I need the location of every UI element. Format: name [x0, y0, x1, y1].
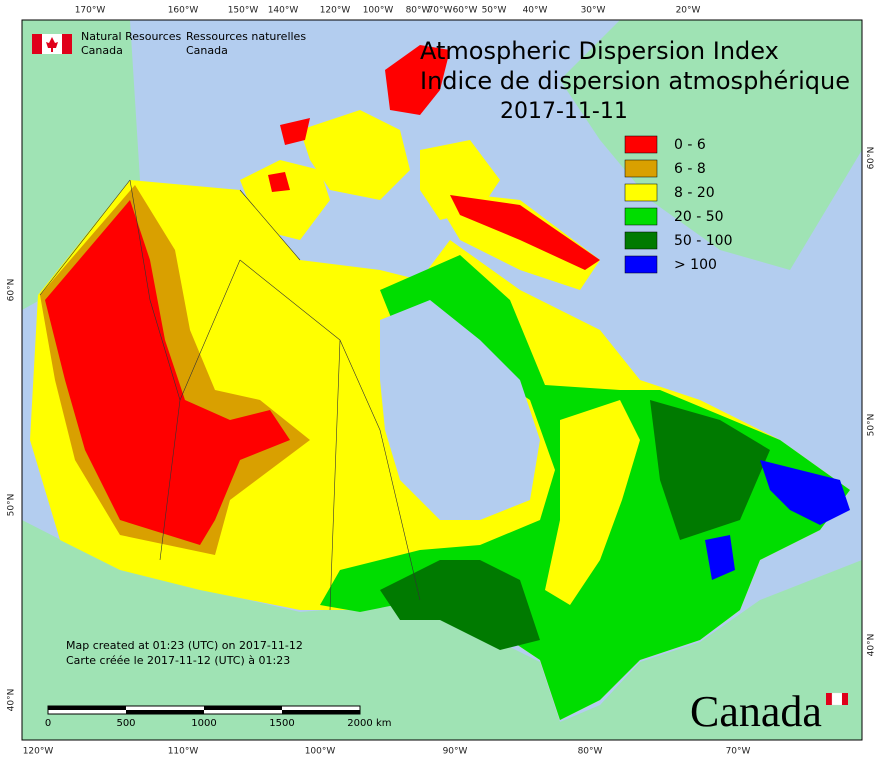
latitude-label: 40°N [867, 634, 877, 657]
longitude-label: 70°W [428, 6, 453, 16]
zone-low [450, 195, 600, 270]
title-fr: Indice de dispersion atmosphérique [420, 67, 850, 95]
legend-label: > 100 [674, 257, 717, 273]
greenland [560, 20, 862, 270]
latitude-label: 50°N [867, 414, 877, 437]
scale-label: 2000 [347, 718, 372, 729]
longitude-label: 40°W [523, 6, 548, 16]
agency-fr: Ressources naturelles [186, 30, 306, 43]
longitude-label: 160°W [168, 6, 199, 16]
zone-excellent [760, 460, 850, 525]
longitude-label: 80°W [406, 6, 431, 16]
latitude-label: 60°N [867, 147, 877, 170]
agency-en: Canada [81, 44, 123, 57]
zone-low [268, 172, 290, 192]
longitude-label: 120°W [23, 747, 54, 757]
legend-swatch [624, 183, 658, 202]
canada-wordmark-flag [826, 692, 848, 706]
agency-fr: Canada [186, 44, 228, 57]
scale-label: 500 [116, 718, 135, 729]
latitude-label: 40°N [7, 689, 17, 712]
legend-label: 8 - 20 [674, 185, 715, 201]
longitude-label: 140°W [268, 6, 299, 16]
longitude-label: 110°W [168, 747, 199, 757]
legend-swatch [624, 255, 658, 274]
province-borders [39, 179, 421, 611]
longitude-label: 100°W [363, 6, 394, 16]
longitude-label: 60°W [453, 6, 478, 16]
zone-very-good [650, 400, 770, 540]
note: Map created at 01:23 (UTC) on 2017-11-12 [66, 639, 303, 652]
hudson-bay [380, 300, 540, 520]
longitude-label: 90°W [443, 747, 468, 757]
nrcan-flag [32, 34, 72, 54]
zone-fair [545, 400, 640, 605]
longitude-label: 150°W [228, 6, 259, 16]
agency-en: Natural Resources [81, 30, 182, 43]
map-frame [21, 19, 863, 741]
legend-label: 0 - 6 [674, 137, 706, 153]
longitude-label: 80°W [578, 747, 603, 757]
alaska [22, 20, 140, 310]
legend-swatch [624, 231, 658, 250]
legend-swatch [624, 135, 658, 154]
legend-swatch [624, 207, 658, 226]
longitude-label: 70°W [726, 747, 751, 757]
scale-label: 1000 [191, 718, 216, 729]
legend-label: 50 - 100 [674, 233, 733, 249]
scale-label: 1500 [269, 718, 294, 729]
scale-unit: km [376, 718, 392, 729]
scale-bar [47, 705, 361, 715]
scale-label: 0 [45, 718, 51, 729]
latitude-label: 50°N [7, 494, 17, 517]
arctic-island [240, 160, 330, 240]
arctic-island [300, 110, 410, 200]
united-states [22, 520, 862, 740]
longitude-label: 170°W [75, 6, 106, 16]
zone-very-good [380, 560, 540, 650]
zone-excellent [705, 535, 735, 580]
title-en: Atmospheric Dispersion Index [420, 37, 779, 65]
longitude-label: 120°W [320, 6, 351, 16]
zone-low [280, 118, 310, 145]
longitude-label: 20°W [676, 6, 701, 16]
note: Carte créée le 2017-11-12 (UTC) à 01:23 [66, 654, 290, 667]
longitude-label: 50°W [482, 6, 507, 16]
wordmark: Canada [690, 687, 822, 736]
zone-low [45, 200, 290, 545]
legend-label: 6 - 8 [674, 161, 706, 177]
longitude-label: 30°W [581, 6, 606, 16]
latitude-label: 60°N [7, 279, 17, 302]
legend-label: 20 - 50 [674, 209, 724, 225]
longitude-label: 100°W [305, 747, 336, 757]
zone-low [385, 45, 450, 115]
title-date: 2017-11-11 [500, 99, 628, 124]
legend-swatch [624, 159, 658, 178]
